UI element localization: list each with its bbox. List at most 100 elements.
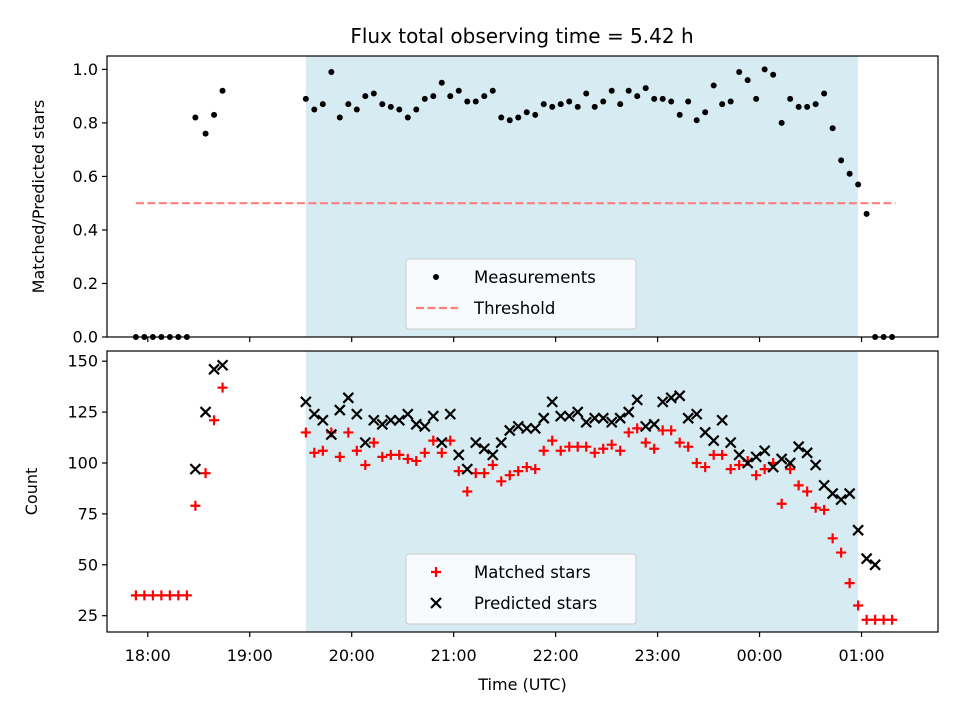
matched-star-point: [462, 486, 473, 497]
matched-star-point: [572, 441, 583, 452]
predicted-star-point: [189, 463, 202, 475]
legend-box: [405, 258, 637, 330]
x-tick-label: 18:00: [125, 646, 171, 665]
measurement-point: [685, 98, 692, 105]
measurement-point: [481, 93, 488, 100]
x-axis-label: Time (UTC): [477, 675, 566, 694]
predicted-star-point: [580, 416, 593, 429]
x-tick-label: 22:00: [533, 646, 579, 665]
measurement-point: [821, 90, 828, 97]
predicted-star-point: [334, 404, 346, 416]
matched-star-point: [360, 460, 371, 471]
measurement-point: [336, 114, 343, 121]
measurement-point: [651, 95, 658, 102]
predicted-star-point: [520, 422, 533, 435]
measurement-point: [659, 95, 666, 102]
matched-star-point: [853, 600, 864, 611]
y-tick-label: 125: [67, 403, 98, 422]
legend-label: Threshold: [473, 299, 555, 318]
matched-star-point: [623, 427, 634, 438]
measurement-point: [362, 93, 369, 100]
axes-frame: [106, 350, 939, 633]
predicted-star-point: [792, 440, 805, 453]
matched-star-point: [402, 453, 413, 464]
predicted-star-point: [784, 457, 796, 469]
predicted-star-point: [707, 434, 720, 447]
measurement-point: [583, 90, 590, 97]
predicted-star-point: [639, 420, 652, 433]
predicted-star-point: [537, 412, 550, 424]
matched-star-point: [751, 470, 762, 481]
matched-star-point: [827, 533, 838, 544]
matched-star-point: [181, 590, 192, 601]
measurement-point: [413, 106, 420, 113]
matched-star-point: [649, 443, 660, 454]
matched-star-point: [674, 437, 685, 448]
measurement-point: [863, 210, 870, 217]
measurement-point: [379, 101, 386, 108]
predicted-star-point: [605, 416, 618, 429]
predicted-star-point: [852, 524, 864, 536]
y-tick-label: 50: [78, 555, 98, 574]
y-tick-label: 0.6: [73, 167, 98, 186]
predicted-star-point: [843, 487, 856, 500]
matched-star-point: [309, 447, 320, 458]
matched-star-point: [200, 468, 211, 479]
predicted-star-point: [682, 412, 694, 424]
matched-star-point: [640, 437, 651, 448]
measurement-point: [472, 98, 479, 105]
legend-label: Predicted stars: [474, 594, 597, 613]
predicted-star-point: [376, 418, 389, 431]
predicted-star-point: [512, 420, 525, 433]
measurement-point: [515, 114, 522, 121]
matched-star-point: [547, 435, 558, 446]
predicted-star-point: [436, 436, 448, 449]
measurement-point: [795, 103, 802, 110]
matched-star-point: [657, 425, 668, 436]
predicted-star-point: [529, 422, 542, 435]
y-tick-label: 25: [78, 606, 98, 625]
matched-star-point: [521, 462, 532, 473]
predicted-star-point: [614, 412, 626, 424]
predicted-star-point: [419, 420, 431, 433]
matched-star-point: [156, 590, 167, 601]
predicted-star-point: [495, 436, 508, 449]
measurement-point: [396, 106, 403, 113]
measurement-point: [804, 103, 811, 110]
predicted-star-point: [359, 436, 372, 449]
legend: Matched stars Predicted stars: [405, 553, 637, 625]
matched-star-point: [351, 445, 362, 456]
predicted-star-point: [385, 414, 397, 427]
matched-star-point: [759, 464, 770, 475]
y-tick-label: 0.8: [73, 113, 98, 132]
predicted-star-point: [724, 436, 737, 449]
matched-star-point: [317, 445, 328, 456]
matched-star-point: [802, 486, 813, 497]
measurement-point: [634, 93, 641, 100]
matched-star-point: [564, 441, 575, 452]
measurement-point: [523, 109, 530, 116]
matched-star-point: [190, 500, 201, 511]
measurement-point: [302, 95, 309, 102]
measurement-point: [192, 114, 199, 121]
legend-plus-icon: [431, 567, 441, 577]
predicted-star-point: [478, 442, 491, 455]
matched-star-point: [445, 435, 456, 446]
x-tick-label: 00:00: [737, 646, 783, 665]
predicted-star-point: [673, 390, 686, 402]
matched-star-point: [717, 449, 728, 460]
matched-star-point: [810, 502, 821, 513]
matched-star-point: [343, 427, 354, 438]
predicted-star-point: [597, 412, 609, 424]
predicted-star-point: [444, 408, 457, 420]
matched-star-point: [300, 427, 311, 438]
measurement-point: [693, 117, 700, 124]
matched-star-point: [209, 415, 220, 426]
measurement-point: [421, 95, 428, 102]
measurement-point: [566, 98, 573, 105]
x-tick-label: 20:00: [329, 646, 375, 665]
measurement-point: [438, 79, 445, 86]
predicted-star-point: [342, 392, 355, 404]
matched-star-point: [147, 590, 158, 601]
matched-star-point: [598, 443, 609, 454]
